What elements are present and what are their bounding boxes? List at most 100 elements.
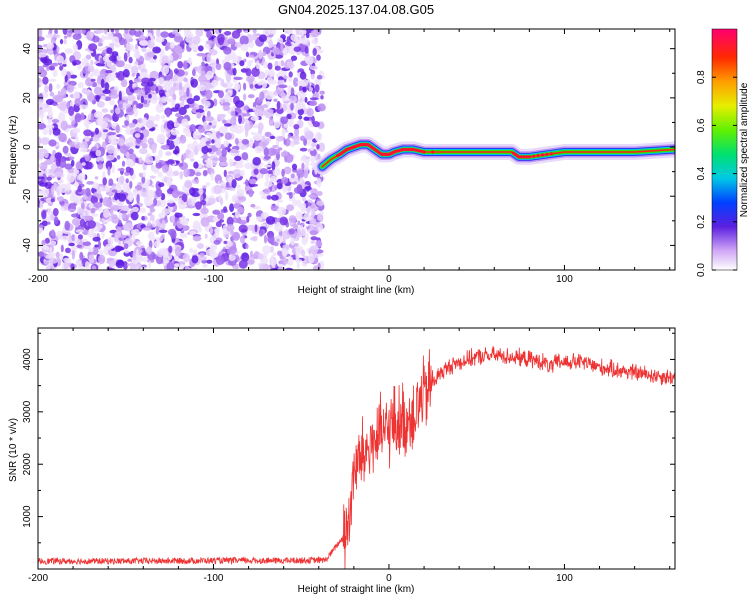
noise-blob — [111, 51, 119, 57]
noise-blob — [155, 188, 163, 198]
noise-blob — [38, 44, 43, 49]
noise-blob — [258, 110, 268, 116]
noise-blob — [120, 78, 128, 88]
noise-blob — [270, 258, 276, 263]
noise-blob — [171, 30, 179, 35]
noise-blob — [38, 29, 43, 38]
noise-blob — [134, 89, 143, 94]
noise-blob — [272, 264, 276, 269]
noise-blob — [128, 122, 136, 128]
noise-blob — [155, 254, 164, 265]
noise-blob — [297, 108, 304, 116]
noise-blob — [299, 81, 304, 87]
snr-panel: -200 -100 0 100 1000 2000 3000 4000 Height of … — [8, 327, 676, 595]
noise-blob — [45, 197, 53, 204]
noise-blob — [272, 252, 277, 257]
noise-blob — [227, 170, 234, 175]
noise-blob — [133, 104, 137, 114]
noise-blob — [183, 168, 190, 178]
noise-blob — [202, 263, 208, 268]
noise-blob — [231, 179, 237, 189]
noise-blob — [133, 78, 143, 83]
x-tick-label: -100 — [203, 573, 223, 584]
noise-blob — [262, 104, 269, 109]
noise-blob — [88, 247, 94, 253]
noise-blob — [121, 160, 126, 167]
noise-blob — [133, 48, 140, 53]
noise-blob — [183, 152, 187, 160]
noise-blob — [119, 175, 125, 185]
noise-blob — [87, 220, 96, 229]
noise-blob — [76, 244, 83, 248]
noise-blob — [128, 56, 133, 64]
noise-blob — [132, 83, 138, 88]
noise-blob — [166, 98, 175, 103]
noise-blob — [290, 237, 295, 246]
noise-blob — [295, 251, 300, 261]
noise-blob — [83, 215, 91, 220]
noise-blob — [296, 169, 305, 178]
noise-blob — [316, 54, 321, 61]
noise-blob — [305, 232, 309, 242]
noise-blob — [210, 59, 217, 69]
noise-blob — [271, 161, 276, 171]
noise-blob — [183, 60, 188, 70]
noise-blob — [306, 216, 313, 220]
noise-blob — [186, 149, 190, 154]
noise-blob — [116, 155, 121, 160]
noise-blob — [85, 261, 90, 270]
noise-blob — [118, 193, 127, 202]
noise-blob — [38, 65, 45, 71]
noise-blob — [122, 182, 131, 193]
noise-blob — [158, 182, 165, 188]
noise-blob — [234, 162, 244, 169]
noise-blob — [305, 31, 310, 39]
noise-blob — [90, 59, 94, 66]
noise-blob — [95, 95, 100, 102]
noise-blob — [142, 171, 146, 178]
noise-blob — [129, 263, 136, 270]
noise-blob — [235, 200, 243, 204]
noise-blob — [262, 51, 267, 57]
snr-plot-area — [38, 346, 675, 569]
noise-blob — [41, 220, 48, 227]
noise-blob — [230, 110, 236, 117]
noise-blob — [300, 37, 309, 45]
noise-blob — [75, 161, 84, 171]
noise-blob — [202, 170, 208, 177]
noise-blob — [269, 175, 278, 183]
noise-blob — [81, 202, 85, 211]
noise-blob — [306, 202, 312, 207]
noise-blob — [263, 147, 269, 157]
noise-blob — [252, 157, 261, 166]
signal-ridge — [314, 136, 675, 175]
noise-blob — [155, 162, 163, 169]
noise-blob — [318, 142, 326, 152]
noise-blob — [161, 55, 170, 65]
noise-blob — [159, 236, 163, 242]
noise-blob — [304, 56, 315, 65]
ridge-peak — [406, 147, 410, 152]
noise-blob — [164, 45, 169, 52]
noise-blob — [224, 132, 232, 140]
noise-blob — [310, 214, 315, 224]
noise-blob — [115, 259, 125, 269]
noise-blob — [150, 207, 156, 213]
y-tick-label: 20 — [22, 92, 33, 104]
noise-blob — [48, 169, 53, 174]
noise-blob — [71, 217, 81, 226]
noise-blob — [72, 33, 82, 40]
ridge-peak — [517, 155, 521, 159]
noise-blob — [166, 170, 175, 177]
colorbar-gradient — [711, 28, 738, 271]
noise-blob — [61, 100, 68, 110]
noise-blob — [183, 127, 188, 132]
noise-blob — [168, 245, 173, 253]
noise-blob — [226, 224, 235, 232]
noise-blob — [155, 36, 165, 43]
noise-blob — [93, 201, 103, 208]
noise-blob — [159, 97, 163, 107]
noise-blob — [54, 216, 59, 225]
noise-blob — [266, 29, 276, 35]
noise-blob — [184, 71, 189, 76]
